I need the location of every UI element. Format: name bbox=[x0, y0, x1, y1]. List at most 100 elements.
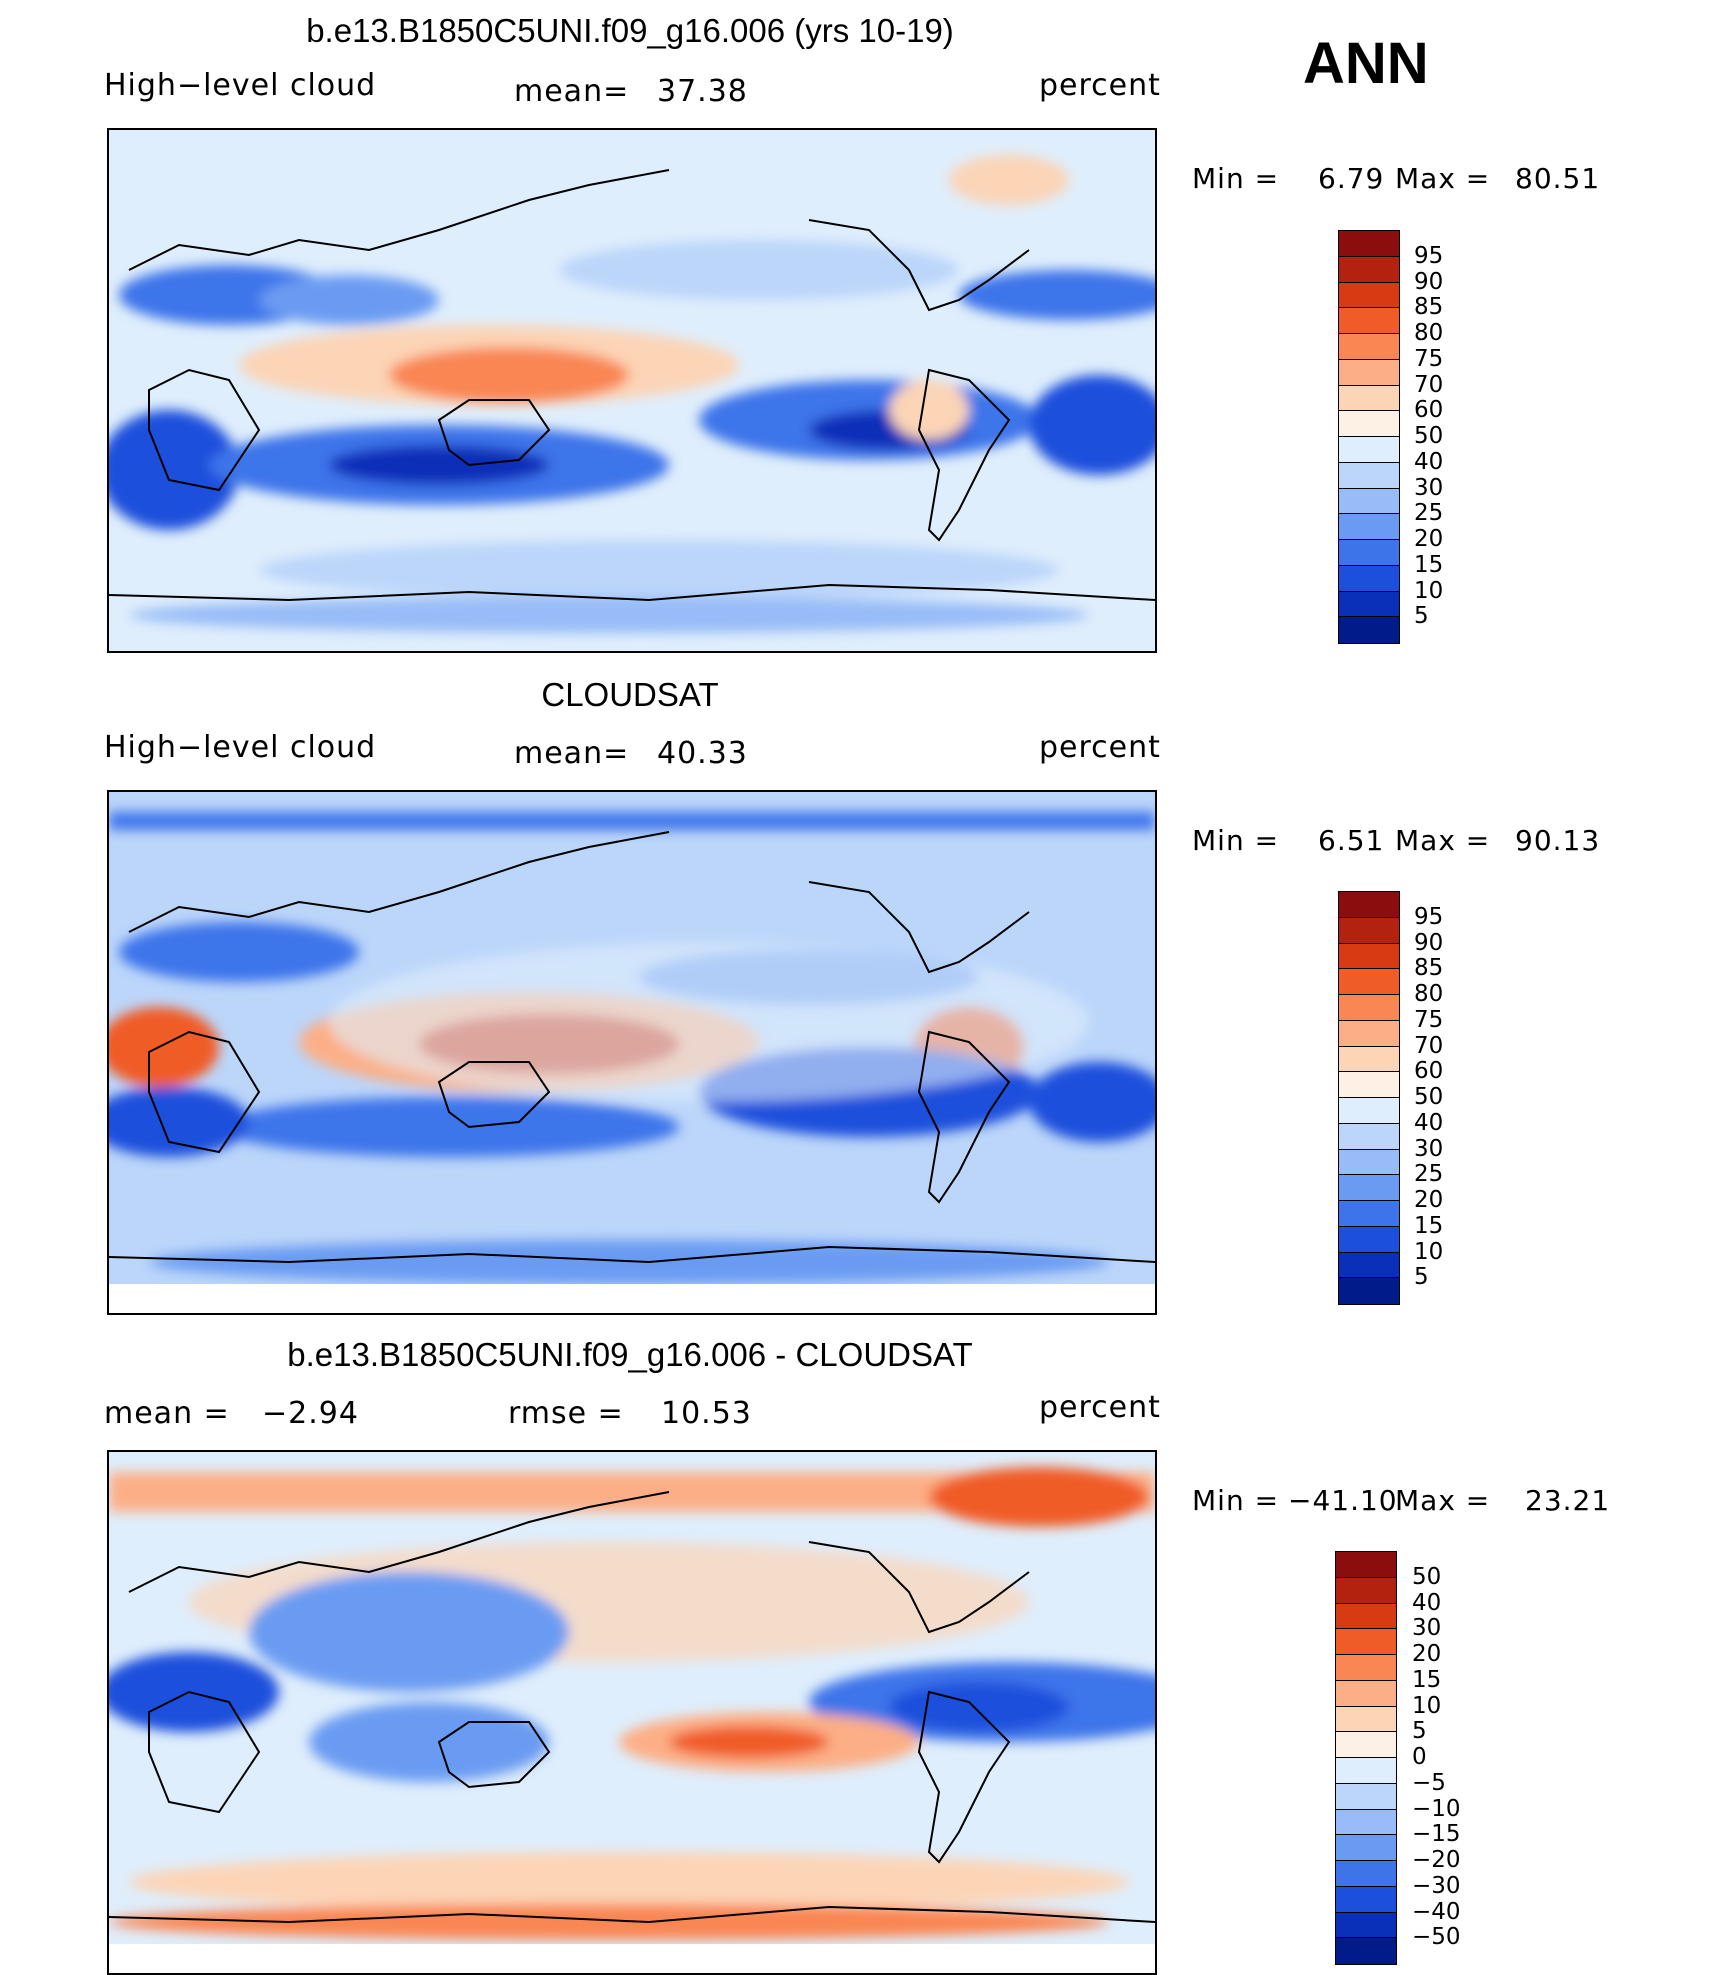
colorbar-swatch bbox=[1339, 334, 1399, 360]
panel-obs-variable-label: High−level cloud bbox=[104, 730, 377, 765]
panel-diff-min-label: Min = bbox=[1192, 1484, 1280, 1517]
colorbar-tick-label: 30 bbox=[1414, 1135, 1444, 1162]
colorbar-tick-label: 15 bbox=[1412, 1666, 1442, 1693]
colorbar-swatch bbox=[1336, 1835, 1396, 1861]
panel-diff-title: b.e13.B1850C5UNI.f09_g16.006 - CLOUDSAT bbox=[287, 1336, 973, 1373]
colorbar-tick-label: 70 bbox=[1414, 1032, 1444, 1059]
colorbar-swatch bbox=[1339, 1123, 1399, 1150]
colorbar-tick-label: 15 bbox=[1414, 1212, 1444, 1239]
colorbar-swatch bbox=[1336, 1938, 1396, 1964]
panel-obs-min-value: 6.51 bbox=[1318, 824, 1385, 857]
colorbar-swatch bbox=[1336, 1552, 1396, 1578]
panel-obs-mean-label: mean= bbox=[514, 736, 630, 771]
colorbar-swatch bbox=[1339, 514, 1399, 540]
colorbar-swatch bbox=[1339, 1072, 1399, 1098]
colorbar-tick-label: 20 bbox=[1412, 1641, 1442, 1667]
panel-model-max-value: 80.51 bbox=[1515, 162, 1601, 195]
colorbar-swatch bbox=[1339, 411, 1399, 437]
colorbar-swatch bbox=[1339, 591, 1399, 618]
panel-diff-max-label: Max = bbox=[1395, 1484, 1491, 1517]
colorbar-tick-label: 30 bbox=[1414, 474, 1444, 501]
colorbar-swatch bbox=[1336, 1680, 1396, 1707]
colorbar-tick-label: 85 bbox=[1414, 294, 1444, 321]
colorbar-tick-label: 40 bbox=[1412, 1589, 1442, 1616]
panel-diff-rmse-value: 10.53 bbox=[661, 1396, 752, 1431]
colorbar-swatch bbox=[1336, 1706, 1396, 1733]
colorbar-tick-label: 5 bbox=[1414, 603, 1429, 630]
colorbar-tick-label: 25 bbox=[1414, 500, 1444, 527]
colorbar-swatch bbox=[1339, 565, 1399, 592]
season-label: ANN bbox=[1303, 31, 1429, 96]
colorbar-tick-label: 80 bbox=[1414, 981, 1444, 1007]
panel-model-mean-label: mean= bbox=[514, 74, 630, 109]
colorbar-swatch bbox=[1339, 1226, 1399, 1253]
colorbar-tick-label: 40 bbox=[1414, 1109, 1444, 1136]
colorbar-swatch bbox=[1339, 385, 1399, 412]
colorbar-tick-label: 75 bbox=[1414, 1006, 1444, 1033]
colorbar-swatch bbox=[1339, 1175, 1399, 1201]
colorbar-tick-label: 50 bbox=[1412, 1563, 1442, 1590]
colorbar-tick-label: 10 bbox=[1414, 1238, 1444, 1265]
colorbar-tick-label: 30 bbox=[1412, 1615, 1442, 1642]
colorbar-tick-label: 0 bbox=[1412, 1744, 1427, 1770]
colorbar-tick-label: −40 bbox=[1412, 1898, 1461, 1925]
panel-diff-units-label: percent bbox=[1039, 1390, 1161, 1425]
colorbar-tick-label: 60 bbox=[1414, 397, 1444, 424]
colorbar-swatch bbox=[1339, 437, 1399, 463]
colorbar-swatch bbox=[1339, 488, 1399, 515]
colorbar-swatch bbox=[1336, 1732, 1396, 1758]
panel-diff-map bbox=[107, 1450, 1157, 1975]
colorbar-swatch bbox=[1339, 540, 1399, 566]
colorbar-tick-label: 90 bbox=[1414, 929, 1444, 956]
colorbar-tick-label: −10 bbox=[1412, 1795, 1461, 1822]
colorbar-tick-label: −30 bbox=[1412, 1872, 1461, 1899]
colorbar-swatch bbox=[1339, 617, 1399, 643]
colorbar-swatch bbox=[1339, 995, 1399, 1021]
panel-model-max-label: Max = bbox=[1395, 162, 1491, 195]
panel-model-min-label: Min = bbox=[1192, 162, 1280, 195]
colorbar-tick-label: 50 bbox=[1414, 423, 1444, 449]
colorbar-swatch bbox=[1336, 1783, 1396, 1810]
colorbar-swatch bbox=[1336, 1912, 1396, 1939]
panel-obs-max-value: 90.13 bbox=[1515, 824, 1601, 857]
colorbar-tick-label: 75 bbox=[1414, 345, 1444, 372]
panel-model-mean-value: 37.38 bbox=[657, 74, 748, 109]
panel-obs-min-label: Min = bbox=[1192, 824, 1280, 857]
panel-obs-colorbar bbox=[1338, 891, 1400, 1305]
colorbar-swatch bbox=[1339, 943, 1399, 970]
colorbar-swatch bbox=[1339, 308, 1399, 334]
panel-diff-max-value: 23.21 bbox=[1525, 1484, 1611, 1517]
colorbar-swatch bbox=[1339, 1046, 1399, 1073]
panel-obs-units-label: percent bbox=[1039, 730, 1161, 765]
colorbar-swatch bbox=[1336, 1809, 1396, 1836]
colorbar-swatch bbox=[1339, 1252, 1399, 1279]
colorbar-tick-label: 10 bbox=[1414, 577, 1444, 604]
colorbar-swatch bbox=[1339, 892, 1399, 918]
panel-model-units-label: percent bbox=[1039, 68, 1161, 103]
colorbar-tick-label: 95 bbox=[1414, 903, 1444, 930]
colorbar-tick-label: −15 bbox=[1412, 1821, 1461, 1848]
colorbar-tick-label: 5 bbox=[1414, 1264, 1429, 1291]
panel-diff-min-value: −41.10 bbox=[1288, 1484, 1398, 1517]
colorbar-tick-label: 5 bbox=[1412, 1718, 1427, 1745]
panel-model-min-value: 6.79 bbox=[1318, 162, 1385, 195]
colorbar-tick-label: 50 bbox=[1414, 1084, 1444, 1110]
colorbar-tick-label: 40 bbox=[1414, 448, 1444, 475]
colorbar-swatch bbox=[1336, 1886, 1396, 1913]
colorbar-tick-label: 70 bbox=[1414, 371, 1444, 398]
colorbar-swatch bbox=[1339, 282, 1399, 309]
colorbar-swatch bbox=[1336, 1758, 1396, 1784]
colorbar-tick-label: 95 bbox=[1414, 242, 1444, 269]
colorbar-swatch bbox=[1339, 231, 1399, 257]
colorbar-tick-label: −5 bbox=[1412, 1769, 1446, 1796]
colorbar-tick-label: −20 bbox=[1412, 1847, 1461, 1873]
colorbar-swatch bbox=[1339, 969, 1399, 995]
colorbar-swatch bbox=[1336, 1655, 1396, 1681]
panel-obs-max-label: Max = bbox=[1395, 824, 1491, 857]
panel-model-variable-label: High−level cloud bbox=[104, 68, 377, 103]
colorbar-swatch bbox=[1336, 1629, 1396, 1655]
colorbar-tick-label: 90 bbox=[1414, 268, 1444, 295]
colorbar-swatch bbox=[1339, 917, 1399, 944]
panel-diff-mean-label: mean = bbox=[104, 1396, 230, 1431]
colorbar-swatch bbox=[1339, 462, 1399, 489]
